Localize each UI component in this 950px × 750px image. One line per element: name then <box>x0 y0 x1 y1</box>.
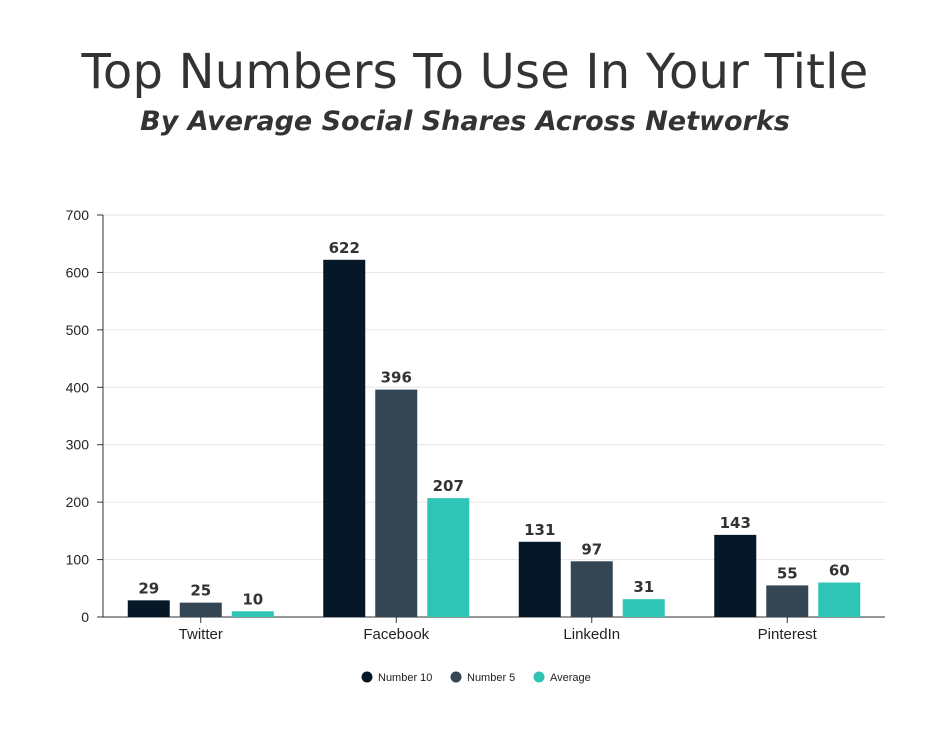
y-tick-label: 600 <box>66 264 90 280</box>
chart-subtitle: By Average Social Shares Across Networks <box>140 106 790 137</box>
data-label: 622 <box>329 239 360 257</box>
data-label: 29 <box>138 579 159 597</box>
legend-swatch <box>533 671 545 683</box>
y-tick-label: 100 <box>66 552 90 568</box>
y-tick-label: 700 <box>66 207 90 223</box>
bar <box>818 582 861 617</box>
data-label: 25 <box>190 582 211 600</box>
data-label: 131 <box>524 521 555 539</box>
bar <box>518 541 561 617</box>
chart-title: Top Numbers To Use In Your Title <box>81 44 869 100</box>
y-tick-label: 0 <box>81 609 89 625</box>
y-tick-label: 500 <box>66 322 90 338</box>
bar <box>127 600 170 617</box>
legend-swatch <box>450 671 462 683</box>
y-tick-label: 200 <box>66 494 90 510</box>
data-label: 143 <box>720 514 751 532</box>
bar <box>766 585 809 617</box>
legend-label: Number 5 <box>467 672 515 684</box>
x-tick-label: Twitter <box>179 626 223 643</box>
y-tick-label: 300 <box>66 437 90 453</box>
legend-label: Average <box>550 672 591 684</box>
x-tick-label: Pinterest <box>758 626 818 643</box>
data-label: 207 <box>433 477 464 495</box>
bar <box>570 561 613 617</box>
legend-label: Number 10 <box>378 672 432 684</box>
data-label: 60 <box>829 562 850 580</box>
data-label: 31 <box>633 578 654 596</box>
bar <box>231 611 274 617</box>
data-label: 55 <box>777 564 798 582</box>
x-tick-label: Facebook <box>363 626 429 643</box>
data-label: 10 <box>242 590 263 608</box>
data-label: 97 <box>581 540 602 558</box>
y-tick-label: 400 <box>66 379 90 395</box>
legend-swatch <box>361 671 373 683</box>
data-label: 396 <box>381 369 412 387</box>
x-tick-label: LinkedIn <box>563 626 620 643</box>
bar <box>427 498 470 617</box>
bar <box>375 389 418 617</box>
bar <box>323 259 366 617</box>
bar <box>622 599 665 617</box>
bar <box>179 602 222 617</box>
bar <box>714 534 757 617</box>
